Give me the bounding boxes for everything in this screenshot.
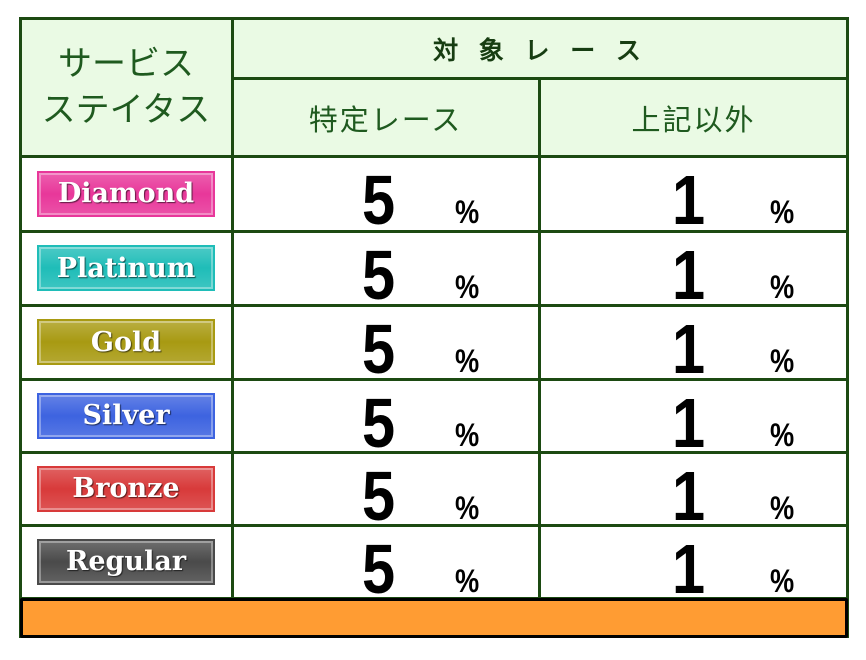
divider xyxy=(538,78,541,599)
divider xyxy=(19,17,22,638)
specific-rate-value: 5 xyxy=(362,310,396,388)
specific-rate-value: 5 xyxy=(362,457,396,535)
header-specific-races: 特定レース xyxy=(232,79,539,156)
footer-bar xyxy=(20,598,848,638)
percent-unit: % xyxy=(770,490,795,526)
other-rate-value: 1 xyxy=(672,236,706,314)
status-name: Bronze xyxy=(72,473,180,504)
header-other-races: 上記以外 xyxy=(539,79,848,156)
other-rate-value: 1 xyxy=(672,310,706,388)
other-rate-value: 1 xyxy=(672,384,706,462)
percent-unit: % xyxy=(455,269,480,305)
specific-rate-value: 5 xyxy=(362,236,396,314)
divider xyxy=(19,155,849,158)
divider xyxy=(19,230,849,233)
status-label-line1: サービス xyxy=(58,44,194,84)
divider xyxy=(19,17,849,20)
other-rate-value: 1 xyxy=(672,530,706,608)
status-badge: Silver xyxy=(37,392,215,439)
divider xyxy=(19,378,849,381)
target-races-label: 対 象 レ ー ス xyxy=(433,35,647,65)
percent-unit: % xyxy=(770,269,795,305)
percent-unit: % xyxy=(455,417,480,453)
percent-unit: % xyxy=(455,490,480,526)
percent-unit: % xyxy=(770,194,795,230)
status-badge: Gold xyxy=(37,319,215,365)
status-name: Platinum xyxy=(56,252,196,284)
status-name: Silver xyxy=(82,400,170,431)
divider xyxy=(231,17,234,599)
header-service-status: サービス ステイタス xyxy=(20,18,232,156)
percent-unit: % xyxy=(770,417,795,453)
specific-races-label: 特定レース xyxy=(308,102,463,137)
specific-rate-value: 5 xyxy=(362,384,396,462)
status-label-line2: ステイタス xyxy=(41,90,211,130)
status-badge: Bronze xyxy=(37,465,215,512)
header-target-races: 対 象 レ ー ス xyxy=(232,18,848,79)
specific-rate-value: 5 xyxy=(362,161,396,239)
status-badge: Regular xyxy=(37,538,215,585)
status-name: Gold xyxy=(90,326,162,358)
other-races-label: 上記以外 xyxy=(631,102,756,137)
divider xyxy=(19,304,849,307)
status-name: Regular xyxy=(65,546,187,577)
divider xyxy=(19,451,849,454)
percent-unit: % xyxy=(455,343,480,379)
percent-unit: % xyxy=(770,343,795,379)
status-name: Diamond xyxy=(57,178,195,209)
status-badge: Diamond xyxy=(37,170,215,217)
divider xyxy=(846,17,849,638)
percent-unit: % xyxy=(455,194,480,230)
specific-rate-value: 5 xyxy=(362,530,396,608)
other-rate-value: 1 xyxy=(672,457,706,535)
status-badge: Platinum xyxy=(37,245,215,291)
other-rate-value: 1 xyxy=(672,161,706,239)
percent-unit: % xyxy=(455,563,480,599)
divider xyxy=(232,77,848,80)
percent-unit: % xyxy=(770,563,795,599)
divider xyxy=(19,524,849,527)
